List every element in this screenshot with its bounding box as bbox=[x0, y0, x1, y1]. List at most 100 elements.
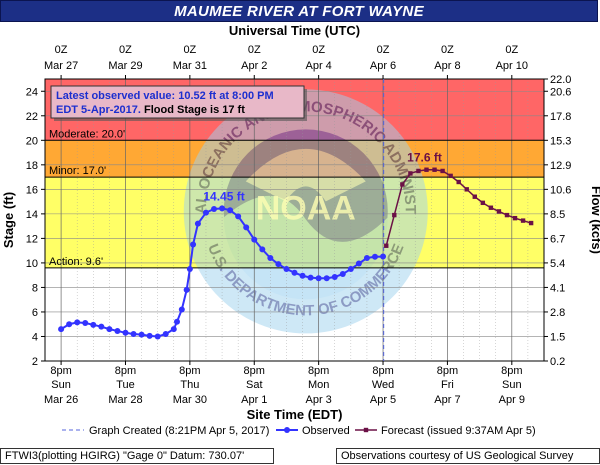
observed-point bbox=[173, 318, 180, 325]
y-right-tick-label: 8.5 bbox=[550, 209, 565, 221]
y-right-tick-label: 5.4 bbox=[550, 258, 565, 270]
y-left-tick-label: 16 bbox=[26, 184, 38, 196]
bottom-tick-label-time: 8pm bbox=[179, 365, 200, 377]
hydrograph-chart: NOAANATIONAL OCEANIC AND ATMOSPHERIC ADM… bbox=[0, 22, 600, 437]
observed-point bbox=[283, 266, 290, 273]
y-right-tick-label: 2.8 bbox=[550, 307, 565, 319]
observed-point bbox=[170, 326, 177, 333]
y-left-tick-label: 6 bbox=[32, 307, 38, 319]
info-box-flood-stage: Flood Stage is 17 ft bbox=[144, 104, 245, 116]
top-tick-label-time: 0Z bbox=[55, 44, 68, 56]
observed-peak-label: 14.45 ft bbox=[203, 189, 244, 203]
observed-point bbox=[219, 205, 226, 212]
flood-category-label: Minor: 17.0' bbox=[49, 165, 106, 177]
y-left-tick-label: 22 bbox=[26, 111, 38, 123]
top-tick-label-time: 0Z bbox=[377, 44, 390, 56]
forecast-point bbox=[424, 167, 429, 172]
info-box-line2: EDT 5-Apr-2017. Flood Stage is 17 ft bbox=[56, 104, 245, 116]
observed-point bbox=[82, 319, 89, 326]
info-box-observed-time: EDT 5-Apr-2017. bbox=[56, 104, 144, 116]
forecast-point bbox=[456, 179, 461, 185]
observed-point bbox=[106, 326, 113, 333]
legend-forecast-marker bbox=[363, 427, 369, 433]
observed-point bbox=[363, 255, 370, 262]
observed-point bbox=[275, 261, 282, 268]
bottom-tick-label-time: 8pm bbox=[308, 365, 329, 377]
forecast-point bbox=[464, 187, 469, 192]
observed-point bbox=[114, 327, 121, 334]
y-left-tick-label: 24 bbox=[26, 86, 38, 98]
forecast-point bbox=[432, 167, 437, 172]
watermark-center-text: NOAA bbox=[256, 189, 356, 227]
y-right-tick-label: 15.3 bbox=[550, 135, 571, 147]
observed-point bbox=[291, 269, 298, 276]
forecast-point bbox=[528, 220, 534, 226]
bottom-tick-label-date: Apr 7 bbox=[434, 394, 460, 406]
y-right-tick-label: 10.6 bbox=[550, 184, 571, 196]
top-tick-label-date: Apr 4 bbox=[305, 60, 331, 72]
top-tick-label-time: 0Z bbox=[119, 44, 132, 56]
bottom-tick-label-date: Apr 9 bbox=[499, 394, 525, 406]
info-box bbox=[50, 85, 305, 119]
bottom-tick-label-day: Sat bbox=[246, 379, 263, 391]
forecast-point bbox=[512, 215, 518, 221]
forecast-point bbox=[408, 171, 413, 176]
bottom-tick-label-time: 8pm bbox=[244, 365, 265, 377]
info-box-line1: Latest observed value: 10.52 ft at 8:00 … bbox=[56, 90, 274, 102]
bottom-tick-label-date: Apr 1 bbox=[241, 394, 267, 406]
observed-point bbox=[66, 321, 73, 328]
observed-point bbox=[74, 319, 81, 326]
forecast-point bbox=[496, 209, 502, 214]
bottom-tick-label-day: Mon bbox=[308, 379, 329, 391]
forecast-point bbox=[448, 173, 453, 179]
observed-point bbox=[235, 213, 242, 220]
bottom-tick-label-date: Mar 30 bbox=[173, 394, 207, 406]
forecast-point bbox=[440, 168, 445, 174]
top-tick-label-date: Apr 2 bbox=[241, 60, 267, 72]
bottom-tick-label-date: Mar 26 bbox=[44, 394, 78, 406]
top-tick-label-date: Mar 31 bbox=[173, 60, 207, 72]
bottom-tick-label-day: Sun bbox=[51, 379, 71, 391]
y-left-tick-label: 10 bbox=[26, 258, 38, 270]
observed-point bbox=[130, 331, 137, 338]
observed-point bbox=[178, 306, 185, 313]
observed-point bbox=[299, 272, 306, 279]
forecast-point bbox=[504, 212, 510, 218]
observed-point bbox=[194, 220, 201, 227]
flood-category-label: Moderate: 20.0' bbox=[49, 128, 125, 140]
y-right-axis-title: Flow (kcfs) bbox=[589, 186, 600, 254]
datum-note: FTWI3(plotting HGIRG) "Gage 0" Datum: 73… bbox=[0, 448, 274, 464]
forecast-point bbox=[480, 200, 486, 206]
forecast-point bbox=[392, 212, 397, 218]
top-tick-label-time: 0Z bbox=[183, 44, 196, 56]
top-tick-label-date: Mar 29 bbox=[108, 60, 142, 72]
bottom-tick-label-time: 8pm bbox=[50, 365, 71, 377]
y-left-tick-label: 14 bbox=[26, 209, 38, 221]
bottom-tick-label-day: Thu bbox=[180, 379, 199, 391]
bottom-tick-label-time: 8pm bbox=[501, 365, 522, 377]
y-left-tick-label: 2 bbox=[32, 356, 38, 368]
observed-point bbox=[90, 321, 97, 328]
observed-point bbox=[380, 253, 387, 260]
flood-category-label: Action: 9.6' bbox=[49, 256, 103, 268]
observed-point bbox=[122, 329, 129, 336]
y-left-tick-label: 8 bbox=[32, 282, 38, 294]
observed-point bbox=[186, 266, 193, 273]
y-left-tick-label: 20 bbox=[26, 135, 38, 147]
observed-point bbox=[243, 224, 250, 231]
legend-graph-created-label: Graph Created (8:21PM Apr 5, 2017) bbox=[89, 425, 269, 437]
y-right-tick-label: 6.7 bbox=[550, 233, 565, 245]
y-left-tick-label: 4 bbox=[32, 331, 38, 343]
forecast-point bbox=[472, 194, 477, 199]
forecast-point bbox=[400, 182, 405, 187]
chart-title-bar: MAUMEE RIVER AT FORT WAYNE bbox=[0, 0, 598, 22]
observed-point bbox=[202, 209, 209, 216]
chart-title: MAUMEE RIVER AT FORT WAYNE bbox=[174, 2, 424, 20]
top-tick-label-date: Apr 8 bbox=[434, 60, 460, 72]
bottom-tick-label-date: Apr 5 bbox=[370, 394, 396, 406]
y-right-tick-label: 1.5 bbox=[550, 331, 565, 343]
observed-point bbox=[58, 326, 65, 333]
bottom-tick-label-day: Tue bbox=[116, 379, 135, 391]
y-left-tick-label: 18 bbox=[26, 160, 38, 172]
bottom-axis-title: Site Time (EDT) bbox=[247, 407, 343, 422]
